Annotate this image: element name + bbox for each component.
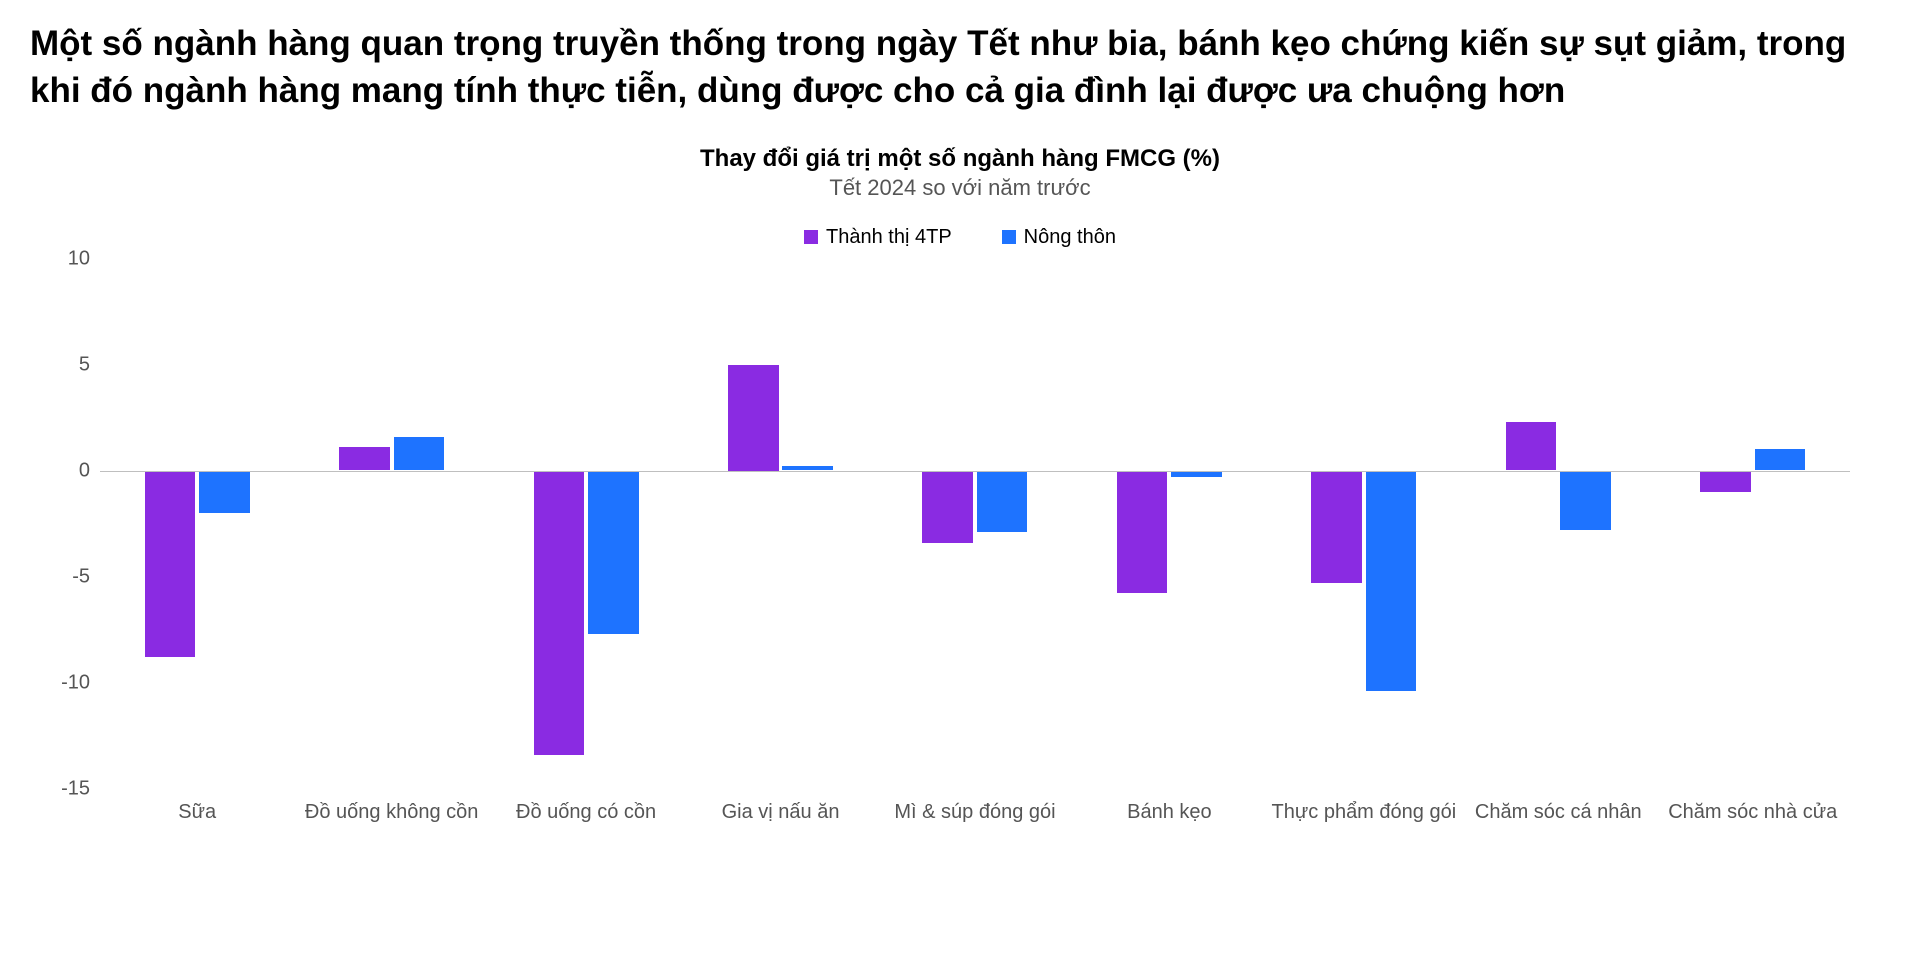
bar-group xyxy=(683,259,877,789)
legend-label-series-1: Nông thôn xyxy=(1024,226,1116,249)
chart-area: 1050-5-10-15 SữaĐồ uống không cồnĐồ uống… xyxy=(100,259,1850,869)
bar-group xyxy=(1072,259,1266,789)
y-tick-label: 0 xyxy=(45,459,90,482)
chart-subtitle: Tết 2024 so với năm trước xyxy=(30,175,1890,201)
bar xyxy=(1560,471,1611,530)
bar-group xyxy=(294,259,488,789)
legend: Thành thị 4TP Nông thôn xyxy=(30,226,1890,249)
y-tick-label: -15 xyxy=(45,777,90,800)
bar xyxy=(922,471,973,543)
bar xyxy=(145,471,196,658)
page: Một số ngành hàng quan trọng truyền thốn… xyxy=(0,0,1920,960)
plot-area: 1050-5-10-15 xyxy=(100,259,1850,789)
legend-label-series-0: Thành thị 4TP xyxy=(826,226,952,249)
legend-item-series-1: Nông thôn xyxy=(1002,226,1116,249)
x-axis-label: Bánh kẹo xyxy=(1072,799,1266,825)
x-axis-label: Chăm sóc cá nhân xyxy=(1461,799,1655,825)
x-axis-label: Đồ uống có cồn xyxy=(489,799,683,825)
chart-title: Thay đổi giá trị một số ngành hàng FMCG … xyxy=(30,145,1890,173)
bar xyxy=(1117,471,1168,594)
bar xyxy=(394,437,445,471)
headline: Một số ngành hàng quan trọng truyền thốn… xyxy=(30,20,1890,115)
bar xyxy=(1755,449,1806,470)
bar xyxy=(728,365,779,471)
x-axis-label: Thực phẩm đóng gói xyxy=(1267,799,1461,825)
x-axis-label: Chăm sóc nhà cửa xyxy=(1656,799,1850,825)
bar xyxy=(588,471,639,634)
y-tick-label: -5 xyxy=(45,565,90,588)
y-tick-label: 5 xyxy=(45,353,90,376)
bar xyxy=(1311,471,1362,583)
bar xyxy=(1366,471,1417,691)
bar-group xyxy=(100,259,294,789)
legend-swatch-series-1 xyxy=(1002,230,1016,244)
bar xyxy=(1506,422,1557,471)
legend-item-series-0: Thành thị 4TP xyxy=(804,226,952,249)
bar-group xyxy=(1656,259,1850,789)
x-axis-labels: SữaĐồ uống không cồnĐồ uống có cồnGia vị… xyxy=(100,799,1850,825)
bar xyxy=(977,471,1028,532)
x-axis-label: Sữa xyxy=(100,799,294,825)
bar xyxy=(534,471,585,755)
bar xyxy=(1700,471,1751,492)
bar-group xyxy=(878,259,1072,789)
y-tick-label: 10 xyxy=(45,247,90,270)
bar-group xyxy=(1461,259,1655,789)
x-axis-label: Đồ uống không cồn xyxy=(294,799,488,825)
legend-swatch-series-0 xyxy=(804,230,818,244)
bar-group xyxy=(1267,259,1461,789)
bar xyxy=(199,471,250,513)
x-axis-label: Mì & súp đóng gói xyxy=(878,799,1072,825)
bar-groups xyxy=(100,259,1850,789)
y-tick-label: -10 xyxy=(45,671,90,694)
zero-axis-line xyxy=(100,471,1850,472)
bar xyxy=(339,447,390,470)
bar-group xyxy=(489,259,683,789)
x-axis-label: Gia vị nấu ăn xyxy=(683,799,877,825)
